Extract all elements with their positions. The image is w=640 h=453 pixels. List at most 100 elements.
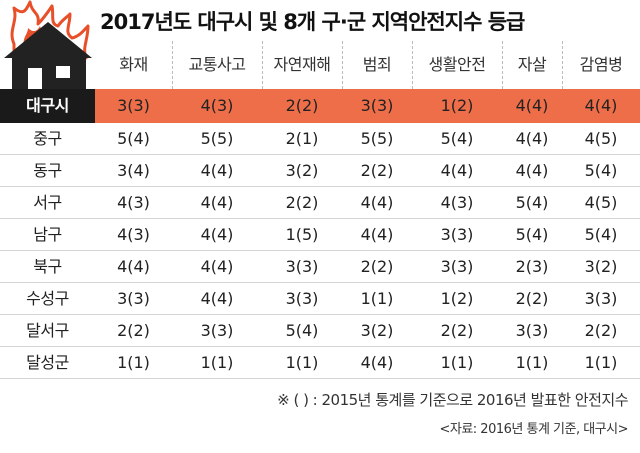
table-cell: 4(4) bbox=[360, 353, 394, 372]
table-cell: 4(4) bbox=[515, 129, 549, 148]
table-cell: 2(2) bbox=[584, 321, 618, 340]
table-cell: 4(4) bbox=[515, 161, 549, 180]
column-header: 범죄 bbox=[362, 55, 392, 74]
table-row: 북구 4(4) 4(4) 3(3) 2(2) 3(3) 2(3) 3(2) bbox=[0, 251, 640, 283]
source-note: <자료: 2016년 통계 기준, 대구시> bbox=[439, 422, 628, 437]
table-cell: 1(1) bbox=[285, 353, 319, 372]
table-cell: 3(3) bbox=[285, 257, 319, 276]
table-cell: 1(1) bbox=[440, 353, 474, 372]
row-label: 동구 bbox=[33, 161, 62, 180]
table-cell: 3(3) bbox=[117, 96, 150, 115]
column-header: 감염병 bbox=[579, 55, 623, 74]
table-cell: 1(5) bbox=[285, 225, 319, 244]
table-row: 남구 4(3) 4(4) 1(5) 4(4) 3(3) 5(4) 5(4) bbox=[0, 219, 640, 251]
table-cell: 2(2) bbox=[515, 289, 549, 308]
column-divider bbox=[412, 41, 413, 89]
table-cell: 4(3) bbox=[200, 96, 234, 115]
table-cell: 2(3) bbox=[515, 257, 549, 276]
table-row: 서구 4(3) 4(4) 2(2) 4(4) 4(3) 5(4) 4(5) bbox=[0, 187, 640, 219]
table-cell: 1(1) bbox=[200, 353, 234, 372]
table-cell: 4(3) bbox=[117, 193, 150, 212]
table-cell: 5(5) bbox=[200, 129, 234, 148]
table-cell: 3(2) bbox=[360, 321, 394, 340]
table-cell: 4(4) bbox=[584, 96, 618, 115]
table-cell: 3(3) bbox=[440, 257, 474, 276]
column-header: 화재 bbox=[119, 55, 148, 74]
table-cell: 4(4) bbox=[200, 257, 234, 276]
table-row: 수성구 3(3) 4(4) 3(3) 1(1) 1(2) 2(2) 3(3) bbox=[0, 283, 640, 315]
table-cell: 5(4) bbox=[515, 193, 549, 212]
table-cell: 1(1) bbox=[360, 289, 394, 308]
daegu-summary-row: 대구시 3(3) 4(3) 2(2) 3(3) 1(2) 4(4) 4(4) bbox=[0, 89, 640, 123]
table-cell: 2(2) bbox=[360, 161, 394, 180]
table-cell: 1(2) bbox=[440, 289, 474, 308]
table-cell: 4(4) bbox=[440, 161, 474, 180]
table-cell: 3(2) bbox=[584, 257, 618, 276]
table-cell: 3(2) bbox=[285, 161, 319, 180]
burning-house-icon bbox=[4, 0, 92, 90]
column-divider bbox=[502, 41, 503, 89]
table-cell: 1(1) bbox=[584, 353, 618, 372]
table-cell: 5(4) bbox=[285, 321, 319, 340]
page-title: 2017년도 대구시 및 8개 구·군 지역안전지수 등급 bbox=[100, 10, 525, 34]
table-row: 동구 3(4) 4(4) 3(2) 2(2) 4(4) 4(4) 5(4) bbox=[0, 155, 640, 187]
table-cell: 3(4) bbox=[117, 161, 150, 180]
row-label: 서구 bbox=[33, 193, 62, 212]
table-cell: 3(3) bbox=[440, 225, 474, 244]
table-cell: 2(2) bbox=[360, 257, 394, 276]
table-cell: 1(1) bbox=[515, 353, 549, 372]
table-cell: 3(3) bbox=[360, 96, 394, 115]
table-cell: 1(1) bbox=[117, 353, 150, 372]
table-cell: 5(4) bbox=[117, 129, 150, 148]
table-cell: 3(3) bbox=[584, 289, 618, 308]
row-label: 수성구 bbox=[26, 289, 69, 308]
table-cell: 5(4) bbox=[515, 225, 549, 244]
column-header: 자연재해 bbox=[273, 55, 331, 74]
table-row: 중구 5(4) 5(5) 2(1) 5(5) 5(4) 4(4) 4(5) bbox=[0, 123, 640, 155]
table-cell: 3(3) bbox=[285, 289, 319, 308]
column-divider bbox=[262, 41, 263, 89]
table-cell: 3(3) bbox=[515, 321, 549, 340]
table-cell: 4(4) bbox=[200, 225, 234, 244]
table-cell: 2(1) bbox=[285, 129, 319, 148]
table-cell: 4(5) bbox=[584, 129, 618, 148]
table-cell: 4(3) bbox=[117, 225, 150, 244]
table-cell: 4(5) bbox=[584, 193, 618, 212]
table-cell: 5(4) bbox=[584, 225, 618, 244]
row-label: 달성군 bbox=[26, 353, 69, 372]
table-header-row: 화재 교통사고 자연재해 범죄 생활안전 자살 감염병 bbox=[0, 41, 640, 89]
table-cell: 1(2) bbox=[440, 96, 474, 115]
row-label: 달서구 bbox=[26, 321, 69, 340]
row-label: 중구 bbox=[33, 129, 62, 148]
table-cell: 5(4) bbox=[584, 161, 618, 180]
column-divider bbox=[172, 41, 173, 89]
column-header: 자살 bbox=[517, 55, 547, 74]
table-cell: 2(2) bbox=[117, 321, 150, 340]
table-cell: 4(4) bbox=[200, 161, 234, 180]
table-cell: 3(3) bbox=[200, 321, 234, 340]
table-cell: 4(4) bbox=[360, 225, 394, 244]
table-cell: 2(2) bbox=[440, 321, 474, 340]
table-cell: 4(4) bbox=[360, 193, 394, 212]
table-cell: 5(5) bbox=[360, 129, 394, 148]
column-header: 생활안전 bbox=[428, 55, 486, 74]
row-label: 남구 bbox=[33, 225, 62, 244]
table-cell: 4(4) bbox=[200, 193, 234, 212]
table-cell: 2(2) bbox=[285, 96, 319, 115]
row-label: 북구 bbox=[33, 257, 62, 276]
table-cell: 5(4) bbox=[440, 129, 474, 148]
table-cell: 4(4) bbox=[200, 289, 234, 308]
row-label: 대구시 bbox=[0, 89, 95, 123]
table-row: 달성군 1(1) 1(1) 1(1) 4(4) 1(1) 1(1) 1(1) bbox=[0, 347, 640, 379]
footnote: ※ ( ) : 2015년 통계를 기준으로 2016년 발표한 안전지수 bbox=[277, 391, 628, 409]
table-cell: 4(4) bbox=[515, 96, 549, 115]
table-cell: 4(4) bbox=[117, 257, 150, 276]
table-cell: 4(3) bbox=[440, 193, 474, 212]
table-row: 달서구 2(2) 3(3) 5(4) 3(2) 2(2) 3(3) 2(2) bbox=[0, 315, 640, 347]
column-header: 교통사고 bbox=[188, 55, 246, 74]
table-cell: 3(3) bbox=[117, 289, 150, 308]
column-divider bbox=[342, 41, 343, 89]
table-cell: 2(2) bbox=[285, 193, 319, 212]
column-divider bbox=[562, 41, 563, 89]
